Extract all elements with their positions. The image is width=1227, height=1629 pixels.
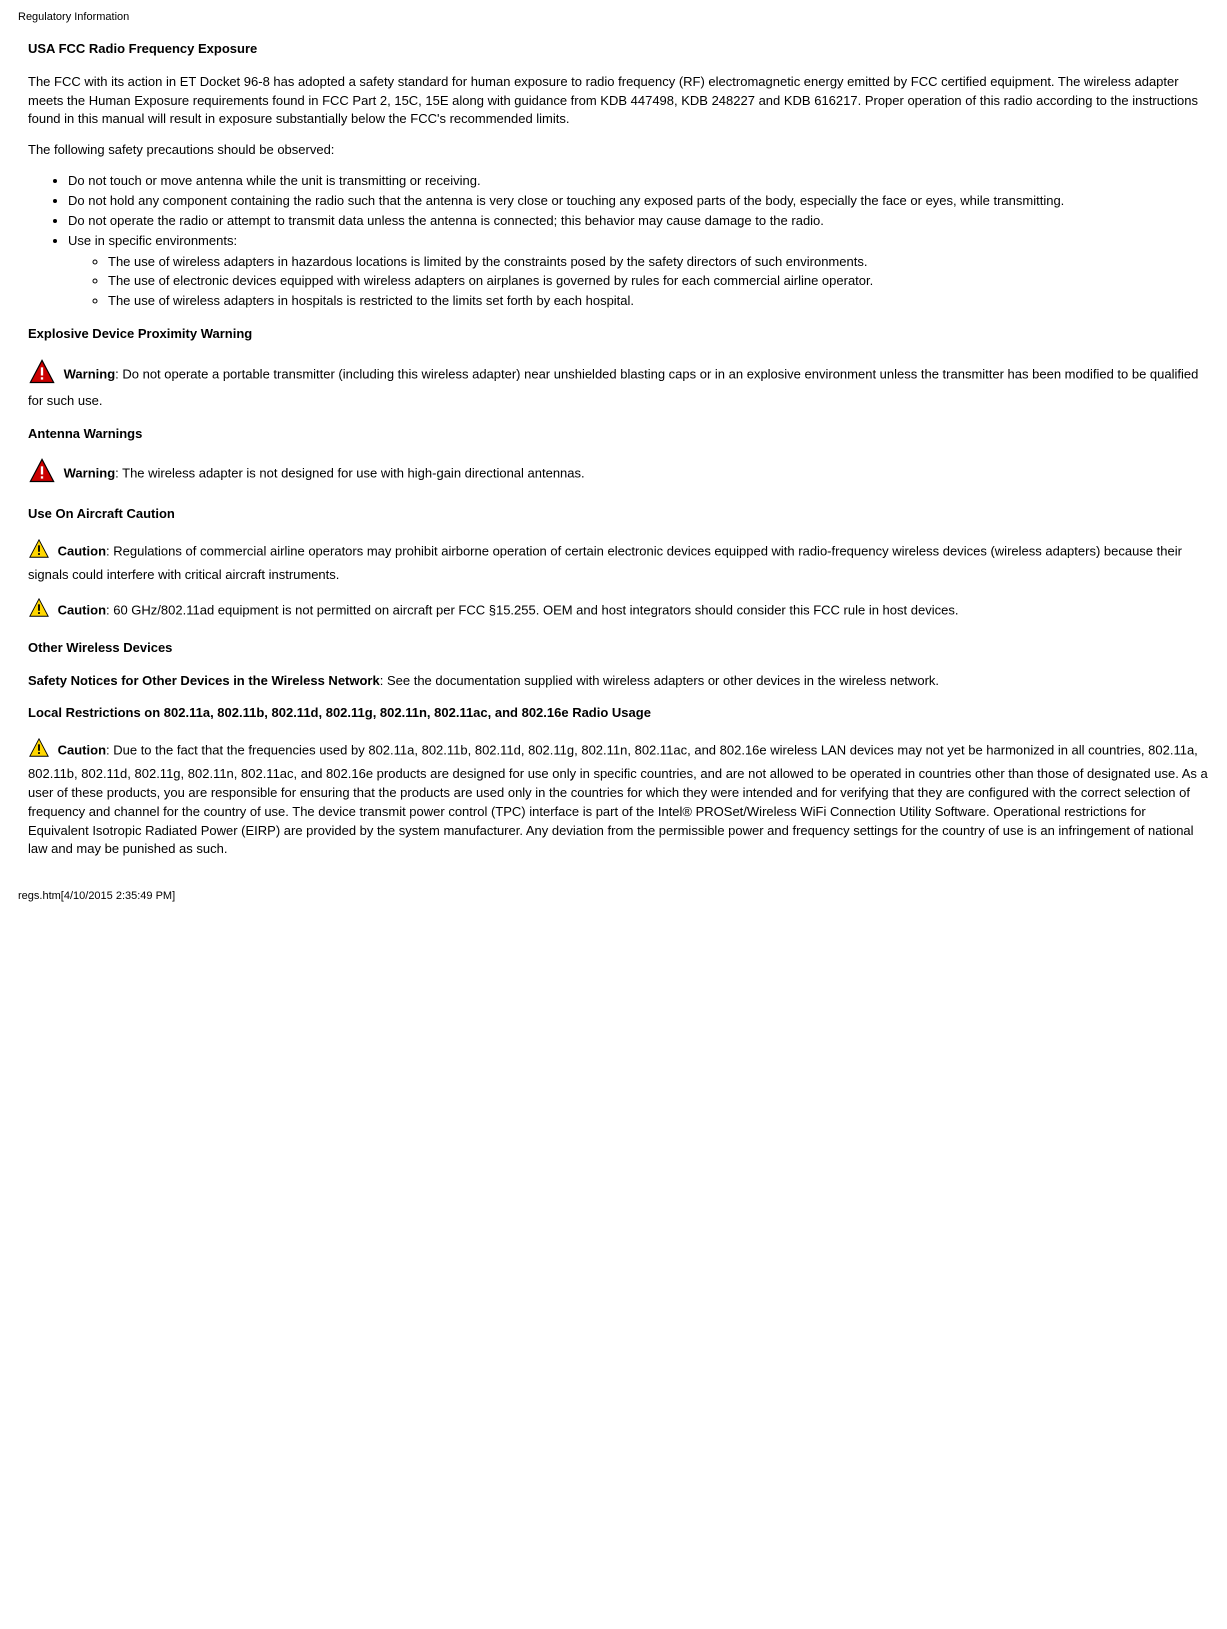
section-title-explosive: Explosive Device Proximity Warning xyxy=(28,325,1209,344)
warning-text: : Do not operate a portable transmitter … xyxy=(28,366,1198,407)
section-title-rf-exposure: USA FCC Radio Frequency Exposure xyxy=(28,40,1209,59)
environments-sublist: The use of wireless adapters in hazardou… xyxy=(68,253,1209,312)
list-item: The use of wireless adapters in hospital… xyxy=(108,292,1209,311)
safety-notices-label: Safety Notices for Other Devices in the … xyxy=(28,673,380,688)
caution-label: Caution xyxy=(58,543,106,558)
explosive-warning-para: Warning: Do not operate a portable trans… xyxy=(28,358,1209,411)
warning-icon xyxy=(28,457,56,491)
section-title-other-wireless: Other Wireless Devices xyxy=(28,639,1209,658)
caution-icon xyxy=(28,538,50,566)
aircraft-caution-para1: Caution: Regulations of commercial airli… xyxy=(28,538,1209,585)
caution-label: Caution xyxy=(58,602,106,617)
caution-label: Caution xyxy=(58,743,106,758)
list-item: Do not hold any component containing the… xyxy=(68,192,1209,211)
list-item: The use of electronic devices equipped w… xyxy=(108,272,1209,291)
aircraft-caution-para2: Caution: 60 GHz/802.11ad equipment is no… xyxy=(28,597,1209,625)
list-item-text: Use in specific environments: xyxy=(68,233,237,248)
list-item: Do not operate the radio or attempt to t… xyxy=(68,212,1209,231)
antenna-warning-para: Warning: The wireless adapter is not des… xyxy=(28,457,1209,491)
caution-text: : Regulations of commercial airline oper… xyxy=(28,543,1182,581)
section-title-aircraft: Use On Aircraft Caution xyxy=(28,505,1209,524)
other-wireless-para: Safety Notices for Other Devices in the … xyxy=(28,672,1209,691)
list-item: The use of wireless adapters in hazardou… xyxy=(108,253,1209,272)
local-restrictions-para: Caution: Due to the fact that the freque… xyxy=(28,737,1209,859)
list-item: Do not touch or move antenna while the u… xyxy=(68,172,1209,191)
caution-text: : Due to the fact that the frequencies u… xyxy=(28,743,1208,857)
warning-text: : The wireless adapter is not designed f… xyxy=(115,466,585,481)
list-item: Use in specific environments: The use of… xyxy=(68,232,1209,311)
caution-icon xyxy=(28,597,50,625)
warning-label: Warning xyxy=(64,466,116,481)
caution-text: : 60 GHz/802.11ad equipment is not permi… xyxy=(106,602,958,617)
caution-icon xyxy=(28,737,50,765)
warning-icon xyxy=(28,358,56,392)
section-title-local-restrictions: Local Restrictions on 802.11a, 802.11b, … xyxy=(28,704,1209,723)
rf-exposure-para2: The following safety precautions should … xyxy=(28,141,1209,160)
warning-label: Warning xyxy=(64,366,116,381)
safety-notices-text: : See the documentation supplied with wi… xyxy=(380,673,939,688)
document-title-header: Regulatory Information xyxy=(18,10,1209,26)
rf-exposure-para1: The FCC with its action in ET Docket 96-… xyxy=(28,73,1209,130)
footer-timestamp: regs.htm[4/10/2015 2:35:49 PM] xyxy=(18,889,1209,905)
safety-precautions-list: Do not touch or move antenna while the u… xyxy=(28,172,1209,311)
section-title-antenna: Antenna Warnings xyxy=(28,425,1209,444)
